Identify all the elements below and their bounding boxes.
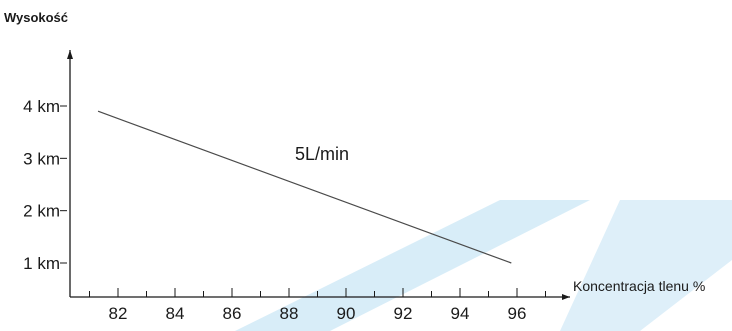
- y-tick-label: 2 km: [23, 202, 60, 221]
- series-annotation: 5L/min: [295, 144, 349, 164]
- y-axis-title: Wysokość: [4, 10, 68, 25]
- watermark-logo: [235, 200, 732, 331]
- y-tick-label: 4 km: [23, 97, 60, 116]
- axes: [67, 50, 570, 300]
- watermark-stroke: [235, 200, 590, 331]
- x-tick-label: 86: [223, 304, 242, 323]
- labels: 82 84 86 88 90 92 94 96 1 km 2 km 3 km 4 km 5L/min Wy…: [4, 10, 705, 323]
- x-tick-label: 92: [394, 304, 413, 323]
- x-tick-label: 96: [508, 304, 527, 323]
- series: [97, 110, 512, 264]
- ticks: [60, 105, 546, 297]
- x-tick-label: 88: [280, 304, 299, 323]
- y-tick-label: 1 km: [23, 254, 60, 273]
- y-axis-arrow: [67, 50, 73, 59]
- y-tick-label: 3 km: [23, 149, 60, 168]
- x-axis-arrow: [562, 294, 570, 300]
- x-tick-label: 84: [166, 304, 185, 323]
- x-tick-label: 82: [109, 304, 128, 323]
- watermark-stroke: [560, 200, 732, 331]
- x-tick-label: 90: [337, 304, 356, 323]
- series-line: [97, 110, 512, 264]
- x-axis-title: Koncentracja tlenu %: [573, 278, 705, 294]
- x-tick-label: 94: [451, 304, 470, 323]
